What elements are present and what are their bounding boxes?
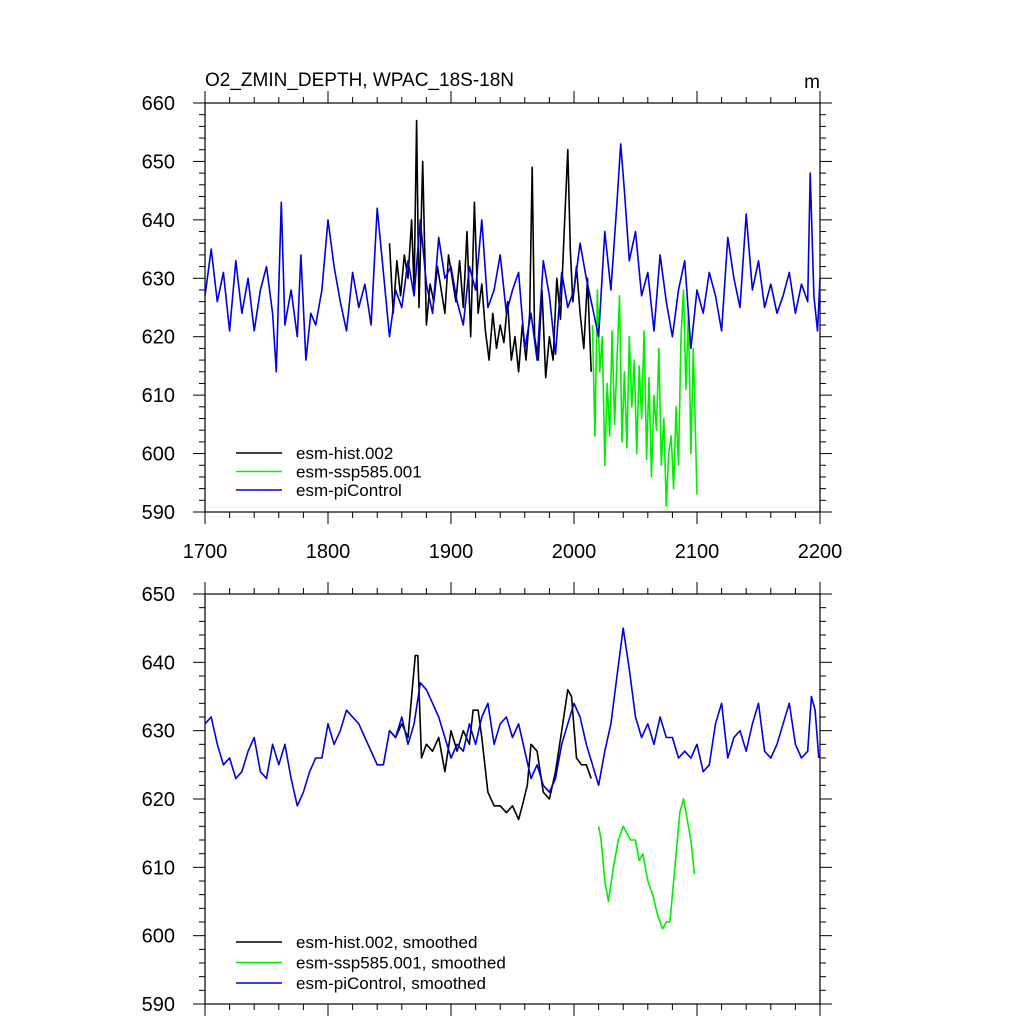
y-tick-label: 660: [142, 93, 175, 115]
y-tick-label: 640: [142, 210, 175, 232]
plot-frame: [204, 102, 821, 513]
series-line-esm-ssp585-001-smoothed: [597, 798, 696, 930]
y-tick-label: 610: [142, 385, 175, 407]
legend-label: esm-hist.002, smoothed: [296, 933, 477, 952]
y-tick-label: 630: [142, 268, 175, 290]
y-tick-label: 650: [142, 151, 175, 173]
series-line-esm-ssp585-001: [591, 289, 698, 508]
y-tick-label: 590: [142, 502, 175, 524]
x-tick-label: 1800: [306, 541, 351, 563]
y-tick-label: 600: [142, 444, 175, 466]
top-panel: O2_ZMIN_DEPTH, WPAC_18S-18N m 590 600 610 6…: [142, 70, 843, 563]
legend-label: esm-hist.002: [296, 444, 393, 463]
y-tick-label: 610: [142, 857, 175, 879]
y-tick-label: 630: [142, 721, 175, 743]
x-tick-label: 2000: [552, 541, 597, 563]
chart-title: O2_ZMIN_DEPTH, WPAC_18S-18N: [205, 70, 514, 91]
legend-label: esm-ssp585.001, smoothed: [296, 954, 506, 973]
legend-label: esm-piControl: [296, 481, 402, 500]
y-tick-label: 620: [142, 327, 175, 349]
series-line-esm-hist-002: [388, 119, 592, 379]
series-line-esm-picontrol: [204, 143, 821, 373]
legend-label: esm-ssp585.001: [296, 463, 422, 482]
x-tick-label: 1700: [183, 541, 228, 563]
x-tick-label: 1900: [429, 541, 474, 563]
series-line-esm-picontrol-smoothed: [204, 627, 820, 807]
y-tick-label: 620: [142, 789, 175, 811]
y-tick-label: 590: [142, 994, 175, 1016]
bottom-panel: 590 600 610 620 630 640 650 esm-hist.002, smoot…: [142, 582, 832, 1016]
y-tick-label: 650: [142, 584, 175, 606]
y-tick-label: 600: [142, 926, 175, 948]
y-tick-label: 640: [142, 652, 175, 674]
x-tick-label: 2100: [675, 541, 720, 563]
units-label: m: [804, 72, 820, 93]
legend-label: esm-piControl, smoothed: [296, 974, 486, 993]
x-tick-label: 2200: [798, 541, 843, 563]
series-line-esm-hist-002-smoothed: [388, 654, 592, 821]
